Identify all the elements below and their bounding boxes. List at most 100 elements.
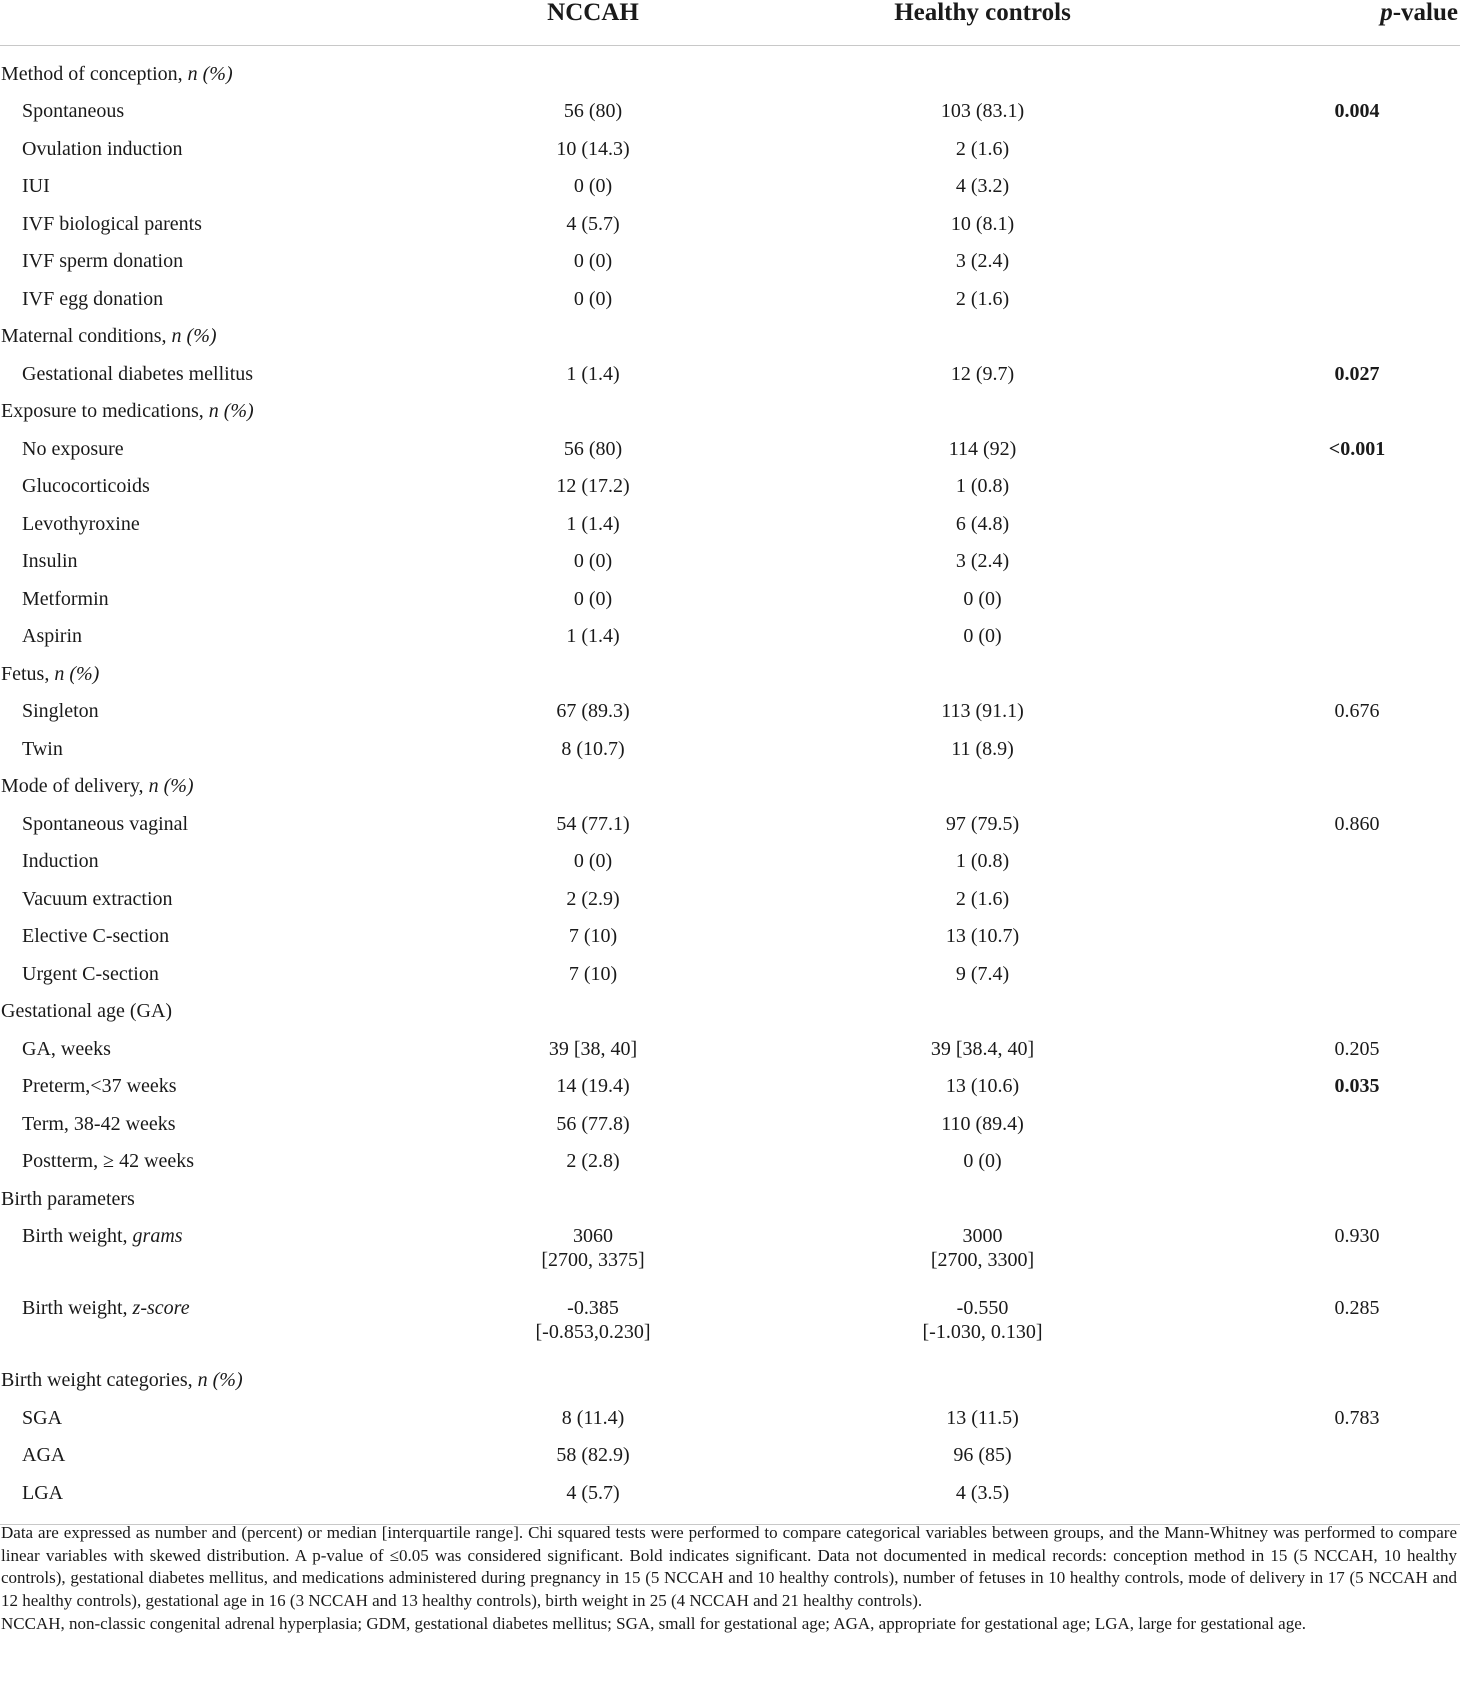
p-value-text: 0.930: [1334, 1224, 1380, 1247]
cell-healthy-controls: 13 (10.7): [711, 918, 1254, 956]
label-italic-text: n (%): [208, 400, 254, 423]
controls-value: 1 (0.8): [955, 475, 1010, 498]
controls-value: 3 (2.4): [955, 250, 1010, 273]
row-label: Postterm, ≥ 42 weeks: [0, 1143, 475, 1181]
label-italic-text: n (%): [171, 325, 217, 348]
nccah-value: 39 [38, 40]: [548, 1037, 638, 1060]
cell-healthy-controls: 39 [38.4, 40]: [711, 1030, 1254, 1068]
table-row: IVF biological parents 4 (5.7) 10 (8.1): [0, 205, 1460, 243]
controls-value: 1 (0.8): [955, 850, 1010, 873]
cell-nccah: [475, 768, 711, 806]
cell-healthy-controls: 110 (89.4): [711, 1105, 1254, 1143]
cell-healthy-controls: 13 (10.6): [711, 1068, 1254, 1106]
label-text: IVF sperm donation: [22, 250, 184, 273]
label-text: Metformin: [22, 587, 109, 610]
label-text: Ovulation induction: [22, 137, 183, 160]
row-label: Birth weight, z-score: [0, 1290, 475, 1362]
cell-nccah: [475, 393, 711, 431]
row-label: Ovulation induction: [0, 130, 475, 168]
section-label: Birth weight categories, n (%): [0, 1362, 475, 1400]
cell-p-value: [1254, 655, 1460, 693]
row-label: Glucocorticoids: [0, 468, 475, 506]
cell-p-value: 0.783: [1254, 1399, 1460, 1437]
label-text: Twin: [22, 737, 63, 760]
cell-nccah: 12 (17.2): [475, 468, 711, 506]
cell-healthy-controls: 2 (1.6): [711, 130, 1254, 168]
controls-value: 2 (1.6): [955, 887, 1010, 910]
table-row: Insulin 0 (0) 3 (2.4): [0, 543, 1460, 581]
cell-nccah: [475, 993, 711, 1031]
header-p-suffix: -value: [1392, 0, 1458, 26]
label-text: SGA: [22, 1406, 63, 1429]
label-text: Spontaneous: [22, 100, 125, 123]
controls-value: 3 (2.4): [955, 550, 1010, 573]
label-text: No exposure: [22, 437, 124, 460]
cell-p-value: [1254, 1180, 1460, 1218]
controls-value: 9 (7.4): [955, 962, 1010, 985]
label-text: Insulin: [22, 550, 78, 573]
cell-healthy-controls: 10 (8.1): [711, 205, 1254, 243]
row-label: Singleton: [0, 693, 475, 731]
row-label: No exposure: [0, 430, 475, 468]
cell-nccah: 3060 [2700, 3375]: [475, 1218, 711, 1290]
table-row: AGA 58 (82.9) 96 (85): [0, 1437, 1460, 1475]
label-text: AGA: [22, 1444, 66, 1467]
nccah-value: 14 (19.4): [556, 1075, 630, 1098]
cell-healthy-controls: 3000 [2700, 3300]: [711, 1218, 1254, 1290]
controls-value: 39 [38.4, 40]: [930, 1037, 1035, 1060]
controls-value: 0 (0): [963, 1150, 1002, 1173]
row-label: Aspirin: [0, 618, 475, 656]
nccah-value: 10 (14.3): [556, 137, 630, 160]
p-value-text: 0.783: [1334, 1406, 1380, 1429]
section-row: Fetus, n (%): [0, 655, 1460, 693]
nccah-value: 7 (10): [568, 962, 618, 985]
table-row: Singleton 67 (89.3) 113 (91.1) 0.676: [0, 693, 1460, 731]
controls-value: 12 (9.7): [950, 362, 1015, 385]
cell-p-value: [1254, 280, 1460, 318]
section-label: Exposure to medications, n (%): [0, 393, 475, 431]
cell-p-value: 0.285: [1254, 1290, 1460, 1362]
cell-healthy-controls: [711, 655, 1254, 693]
cell-p-value: [1254, 1143, 1460, 1181]
table-row: Aspirin 1 (1.4) 0 (0): [0, 618, 1460, 656]
cell-nccah: 0 (0): [475, 543, 711, 581]
controls-value: 4 (3.5): [955, 1481, 1010, 1504]
cell-p-value: 0.676: [1254, 693, 1460, 731]
row-label: SGA: [0, 1399, 475, 1437]
p-value-text: 0.035: [1334, 1075, 1380, 1098]
cell-nccah: 2 (2.9): [475, 880, 711, 918]
section-row: Mode of delivery, n (%): [0, 768, 1460, 806]
controls-value: 4 (3.2): [955, 175, 1010, 198]
cell-p-value: 0.027: [1254, 355, 1460, 393]
table-row: Induction 0 (0) 1 (0.8): [0, 843, 1460, 881]
cell-healthy-controls: [711, 993, 1254, 1031]
label-text: LGA: [22, 1481, 64, 1504]
label-text: Urgent C-section: [22, 962, 159, 985]
cell-p-value: [1254, 993, 1460, 1031]
label-italic-text: n (%): [54, 662, 100, 685]
cell-p-value: [1254, 393, 1460, 431]
cell-healthy-controls: 97 (79.5): [711, 805, 1254, 843]
cell-p-value: 0.205: [1254, 1030, 1460, 1068]
row-label: AGA: [0, 1437, 475, 1475]
cell-nccah: 7 (10): [475, 918, 711, 956]
cell-p-value: [1254, 955, 1460, 993]
section-row: Birth parameters: [0, 1180, 1460, 1218]
cell-healthy-controls: [711, 1180, 1254, 1218]
label-text: Vacuum extraction: [22, 887, 173, 910]
cell-p-value: [1254, 1437, 1460, 1475]
header-p-italic: p: [1380, 0, 1393, 26]
controls-value: 13 (10.6): [945, 1075, 1020, 1098]
cell-nccah: 4 (5.7): [475, 1474, 711, 1525]
table-row: Gestational diabetes mellitus 1 (1.4) 12 (…: [0, 355, 1460, 393]
row-label: IVF sperm donation: [0, 243, 475, 281]
table-row: Urgent C-section 7 (10) 9 (7.4): [0, 955, 1460, 993]
cell-p-value: 0.930: [1254, 1218, 1460, 1290]
nccah-value: 0 (0): [573, 587, 613, 610]
nccah-value: 4 (5.7): [566, 212, 620, 235]
label-italic-text: z-score: [132, 1296, 190, 1319]
cell-healthy-controls: 113 (91.1): [711, 693, 1254, 731]
cell-p-value: [1254, 130, 1460, 168]
section-row: Gestational age (GA): [0, 993, 1460, 1031]
cell-nccah: 8 (10.7): [475, 730, 711, 768]
